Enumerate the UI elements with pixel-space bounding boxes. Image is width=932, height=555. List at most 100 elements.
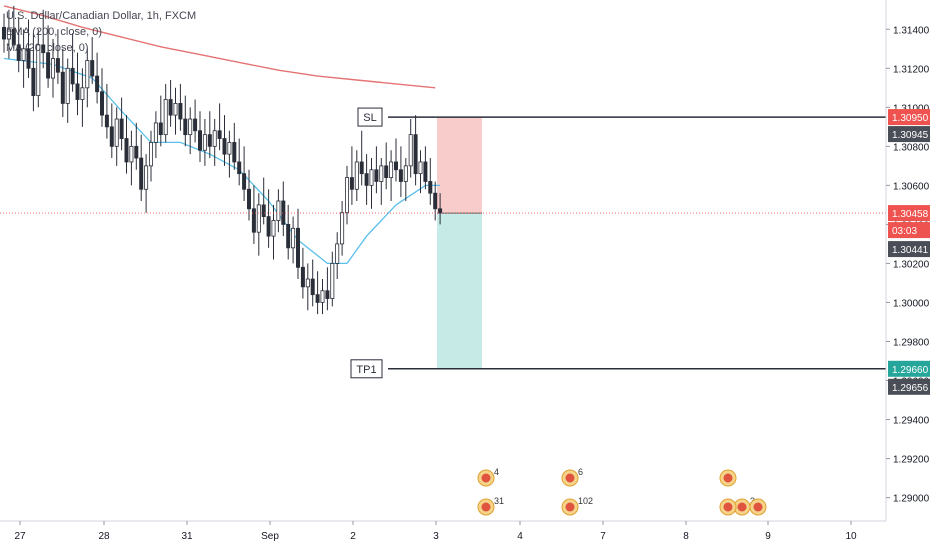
candle bbox=[359, 130, 364, 186]
candle-body bbox=[80, 87, 85, 100]
candle bbox=[11, 5, 16, 49]
event-marker[interactable] bbox=[719, 498, 737, 516]
sl-secondary-badge: 1.30945 bbox=[892, 130, 929, 141]
candle bbox=[202, 119, 207, 166]
candle-body bbox=[178, 103, 183, 120]
candle bbox=[217, 103, 222, 151]
candle bbox=[41, 9, 46, 69]
x-tick-label: 28 bbox=[98, 531, 110, 542]
candle-body bbox=[11, 28, 16, 46]
candle-body bbox=[418, 161, 423, 175]
take-profit-zone[interactable] bbox=[437, 213, 482, 369]
candle bbox=[55, 29, 60, 84]
candle bbox=[46, 25, 51, 88]
candle bbox=[129, 130, 134, 186]
candle bbox=[2, 13, 7, 53]
level-lines[interactable]: SL TP1 bbox=[0, 107, 886, 379]
candle-body bbox=[60, 71, 65, 104]
candle bbox=[374, 146, 379, 194]
low-price-badge-bg bbox=[888, 241, 930, 258]
low-price-badge: 1.30441 bbox=[892, 245, 929, 256]
candle bbox=[144, 154, 149, 213]
stop-loss-zone[interactable] bbox=[437, 117, 482, 214]
y-tick-label: 1.30800 bbox=[893, 142, 930, 153]
candle bbox=[16, 17, 21, 73]
candle bbox=[310, 259, 315, 307]
candle bbox=[389, 150, 394, 201]
candle-body bbox=[168, 99, 173, 116]
candle bbox=[178, 83, 183, 131]
candle-body bbox=[433, 192, 438, 210]
legend-ema[interactable]: EMA (200, close, 0) bbox=[6, 26, 102, 38]
event-flag-dot-icon bbox=[481, 473, 491, 483]
event-flag-dot-icon bbox=[481, 502, 491, 512]
candle-body bbox=[90, 60, 95, 77]
sl-label[interactable]: SL bbox=[363, 112, 376, 124]
candle-body bbox=[109, 126, 114, 147]
legend: U.S. Dollar/Canadian Dollar, 1h, FXCM EM… bbox=[6, 8, 196, 56]
tp-label-box[interactable] bbox=[350, 359, 383, 379]
event-marker[interactable]: 102 bbox=[561, 496, 593, 516]
candle-body bbox=[325, 290, 330, 299]
x-tick-label: 10 bbox=[845, 531, 857, 542]
candle bbox=[438, 193, 443, 225]
candle-body bbox=[95, 75, 100, 93]
sl-label-box[interactable] bbox=[357, 107, 383, 127]
x-tick-label: 7 bbox=[600, 531, 606, 542]
time-axis[interactable] bbox=[0, 521, 932, 550]
event-marker[interactable]: 6 bbox=[561, 467, 583, 487]
candle-body bbox=[70, 67, 75, 85]
candle-body bbox=[104, 114, 109, 128]
legend-symbol[interactable]: U.S. Dollar/Canadian Dollar, 1h, FXCM bbox=[6, 10, 197, 22]
candle bbox=[114, 107, 119, 166]
position-zones[interactable] bbox=[437, 117, 482, 369]
legend-ma[interactable]: MA (20, close, 0) bbox=[6, 42, 89, 54]
candle bbox=[183, 95, 188, 147]
candle bbox=[51, 39, 56, 98]
y-tick-label: 1.30000 bbox=[893, 298, 930, 309]
candle bbox=[305, 263, 310, 311]
event-flag-dot-icon bbox=[565, 502, 575, 512]
candle bbox=[237, 138, 242, 186]
event-marker[interactable]: 31 bbox=[477, 496, 504, 516]
candle bbox=[349, 146, 354, 205]
tp-price-badge-bg bbox=[888, 360, 930, 377]
candle bbox=[300, 247, 305, 299]
candle bbox=[85, 48, 90, 108]
candle-body bbox=[129, 145, 134, 163]
event-count: 4 bbox=[494, 467, 499, 477]
candle bbox=[139, 134, 144, 201]
candle-body bbox=[55, 58, 60, 73]
candle-body bbox=[222, 138, 227, 155]
y-tick-label: 1.31200 bbox=[893, 64, 930, 75]
candle-body bbox=[237, 161, 242, 175]
event-marker[interactable]: 4 bbox=[477, 467, 499, 487]
candle-body bbox=[139, 157, 144, 190]
y-tick-label: 1.29400 bbox=[893, 416, 930, 427]
candle-body bbox=[315, 294, 320, 303]
price-axis[interactable] bbox=[886, 0, 932, 550]
candle-body bbox=[65, 67, 70, 104]
event-markers[interactable]: 43161023 bbox=[477, 467, 767, 516]
event-marker[interactable] bbox=[749, 498, 767, 516]
candle-body bbox=[374, 169, 379, 182]
tp-label[interactable]: TP1 bbox=[356, 364, 376, 376]
event-marker[interactable] bbox=[719, 469, 737, 487]
event-flag-dot-icon bbox=[753, 502, 763, 512]
y-tick-label: 1.30600 bbox=[893, 181, 930, 192]
candle bbox=[379, 158, 384, 205]
candle bbox=[325, 267, 330, 311]
candle-body bbox=[256, 204, 261, 233]
candle bbox=[242, 146, 247, 201]
candle bbox=[384, 142, 389, 190]
y-tick-label: 1.29000 bbox=[893, 494, 930, 505]
candle bbox=[423, 146, 428, 190]
current-price-badge: 1.30458 bbox=[892, 209, 929, 220]
candle-body bbox=[379, 165, 384, 182]
candle bbox=[246, 169, 251, 221]
y-tick-label: 1.31400 bbox=[893, 25, 930, 36]
candle-body bbox=[100, 91, 105, 116]
